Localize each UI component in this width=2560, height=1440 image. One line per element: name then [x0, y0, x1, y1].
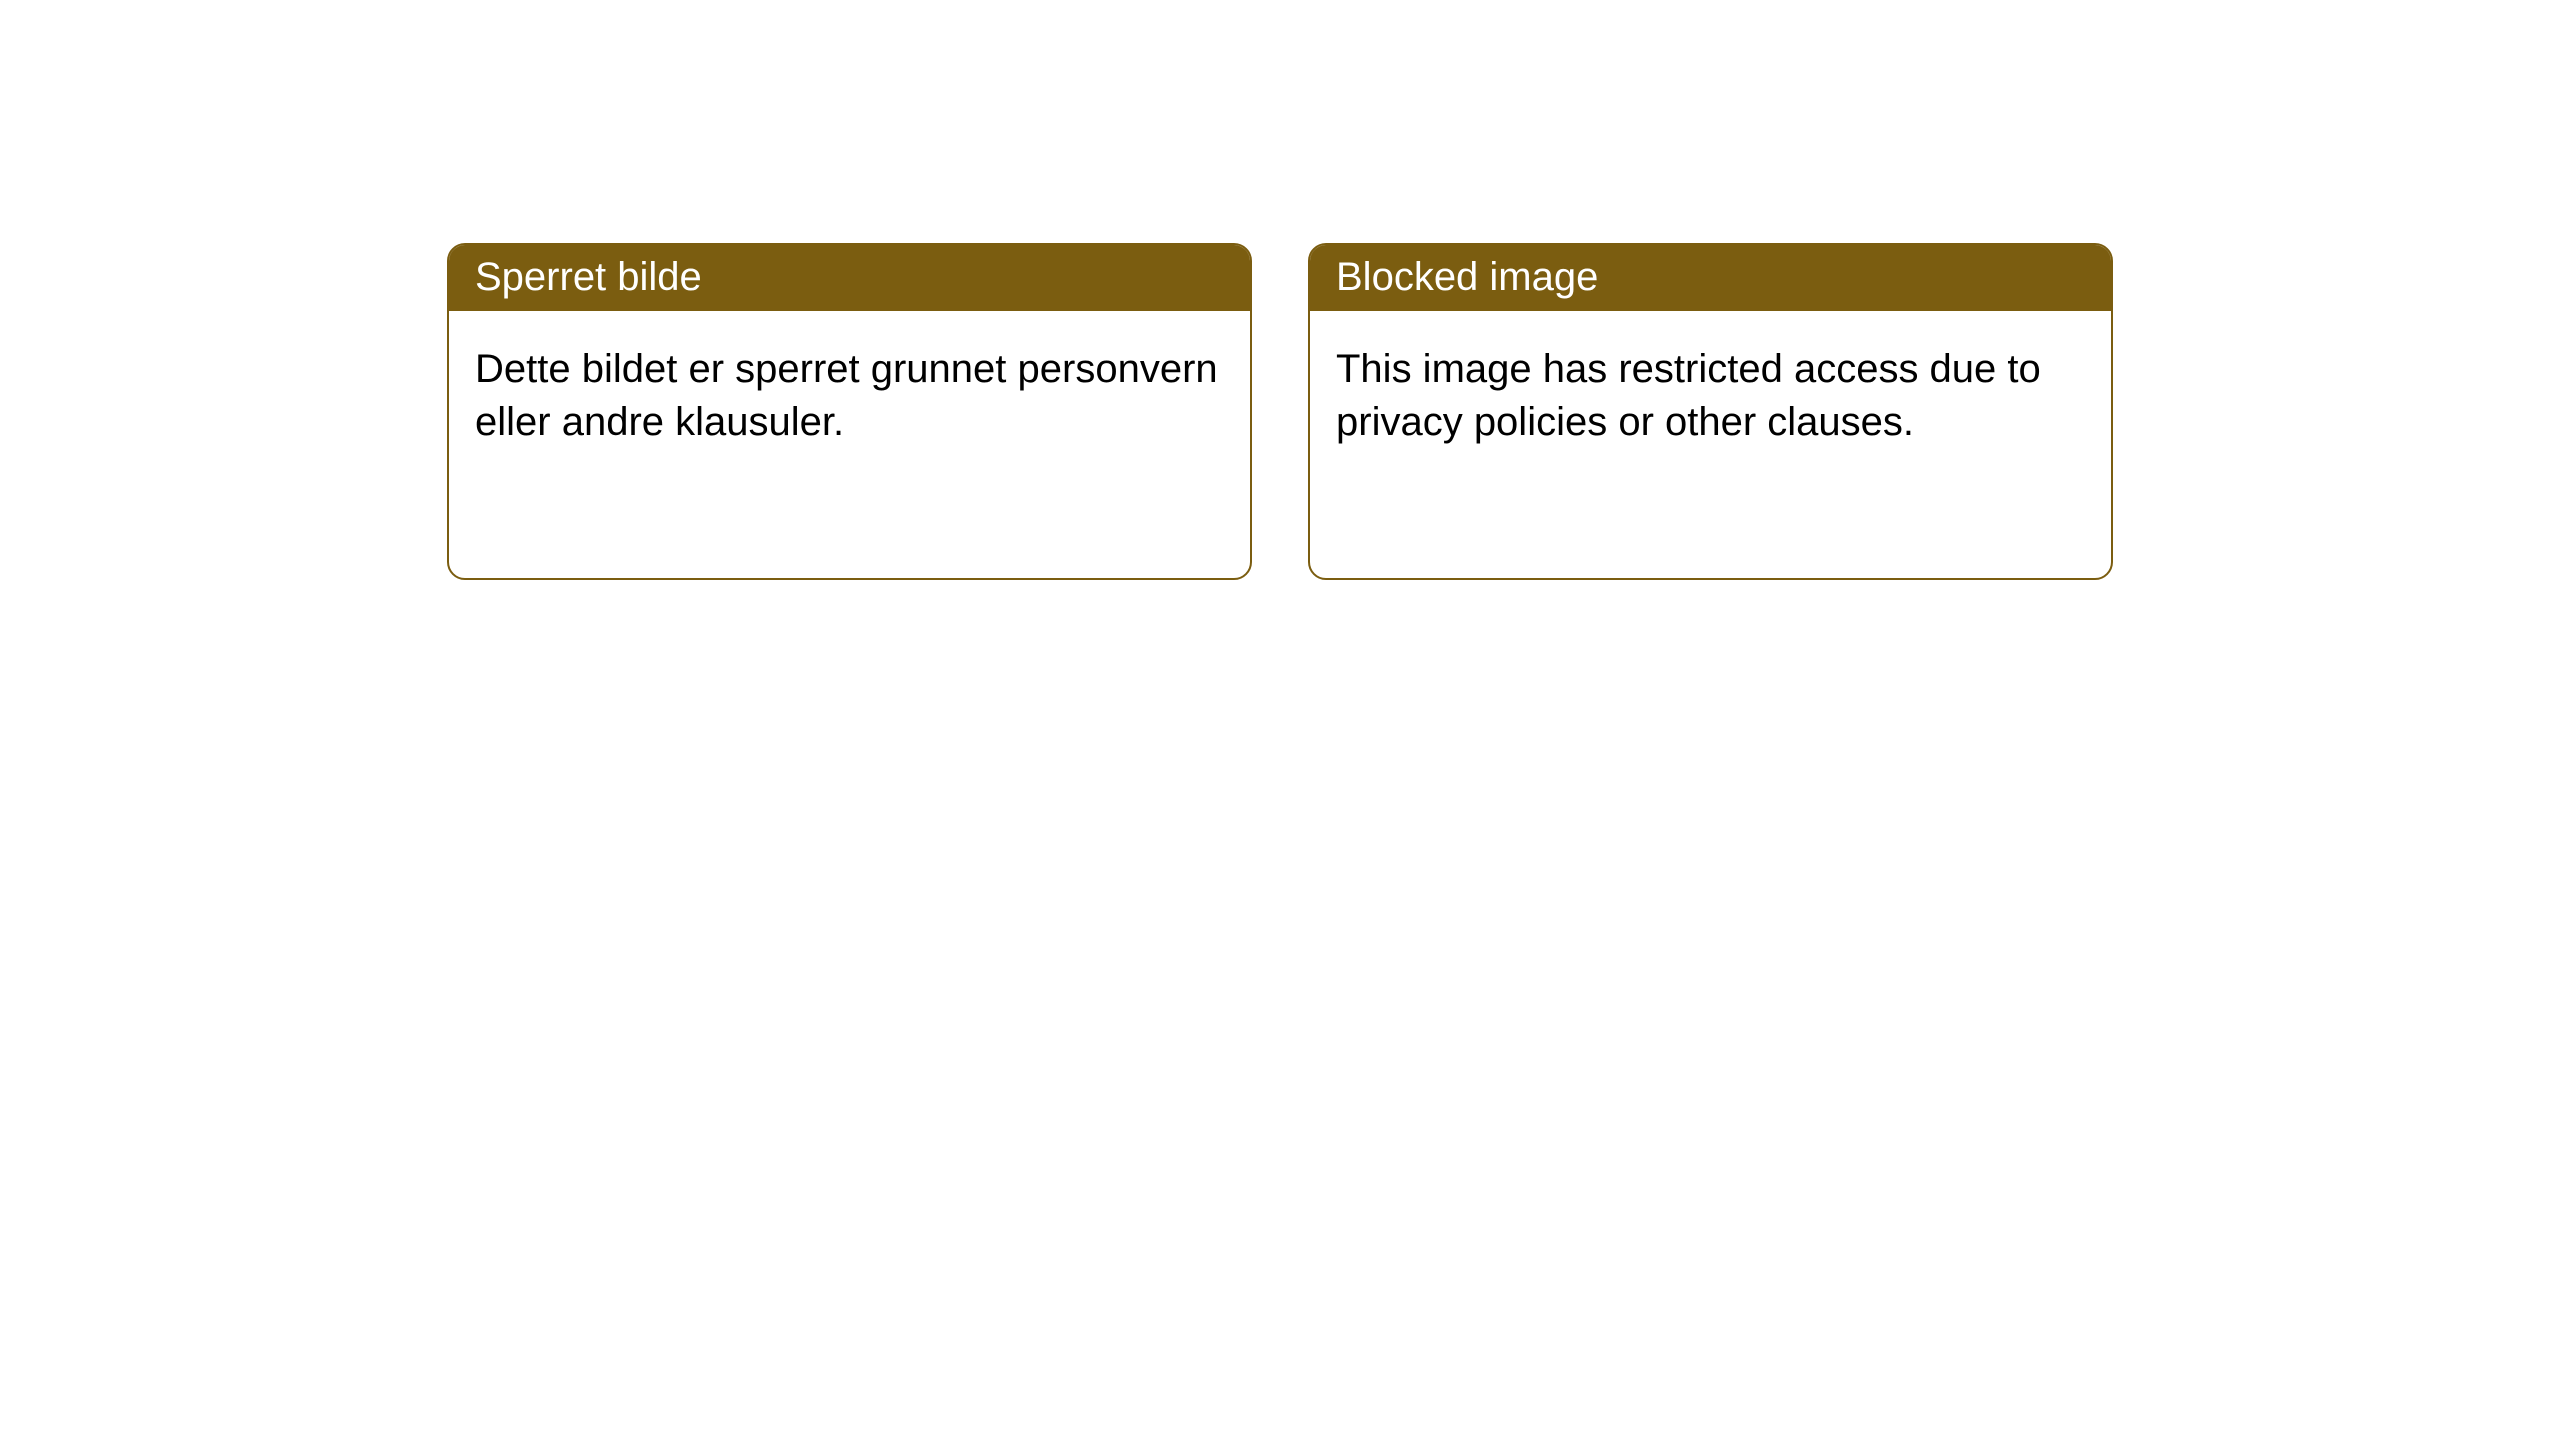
blocked-image-card-en: Blocked image This image has restricted …: [1308, 243, 2113, 580]
card-message: Dette bildet er sperret grunnet personve…: [475, 347, 1218, 444]
notice-container: Sperret bilde Dette bildet er sperret gr…: [0, 0, 2560, 580]
card-header: Blocked image: [1310, 245, 2111, 311]
card-title: Blocked image: [1336, 255, 1598, 299]
blocked-image-card-no: Sperret bilde Dette bildet er sperret gr…: [447, 243, 1252, 580]
card-message: This image has restricted access due to …: [1336, 347, 2041, 444]
card-body: Dette bildet er sperret grunnet personve…: [449, 311, 1250, 481]
card-header: Sperret bilde: [449, 245, 1250, 311]
card-body: This image has restricted access due to …: [1310, 311, 2111, 481]
card-title: Sperret bilde: [475, 255, 702, 299]
